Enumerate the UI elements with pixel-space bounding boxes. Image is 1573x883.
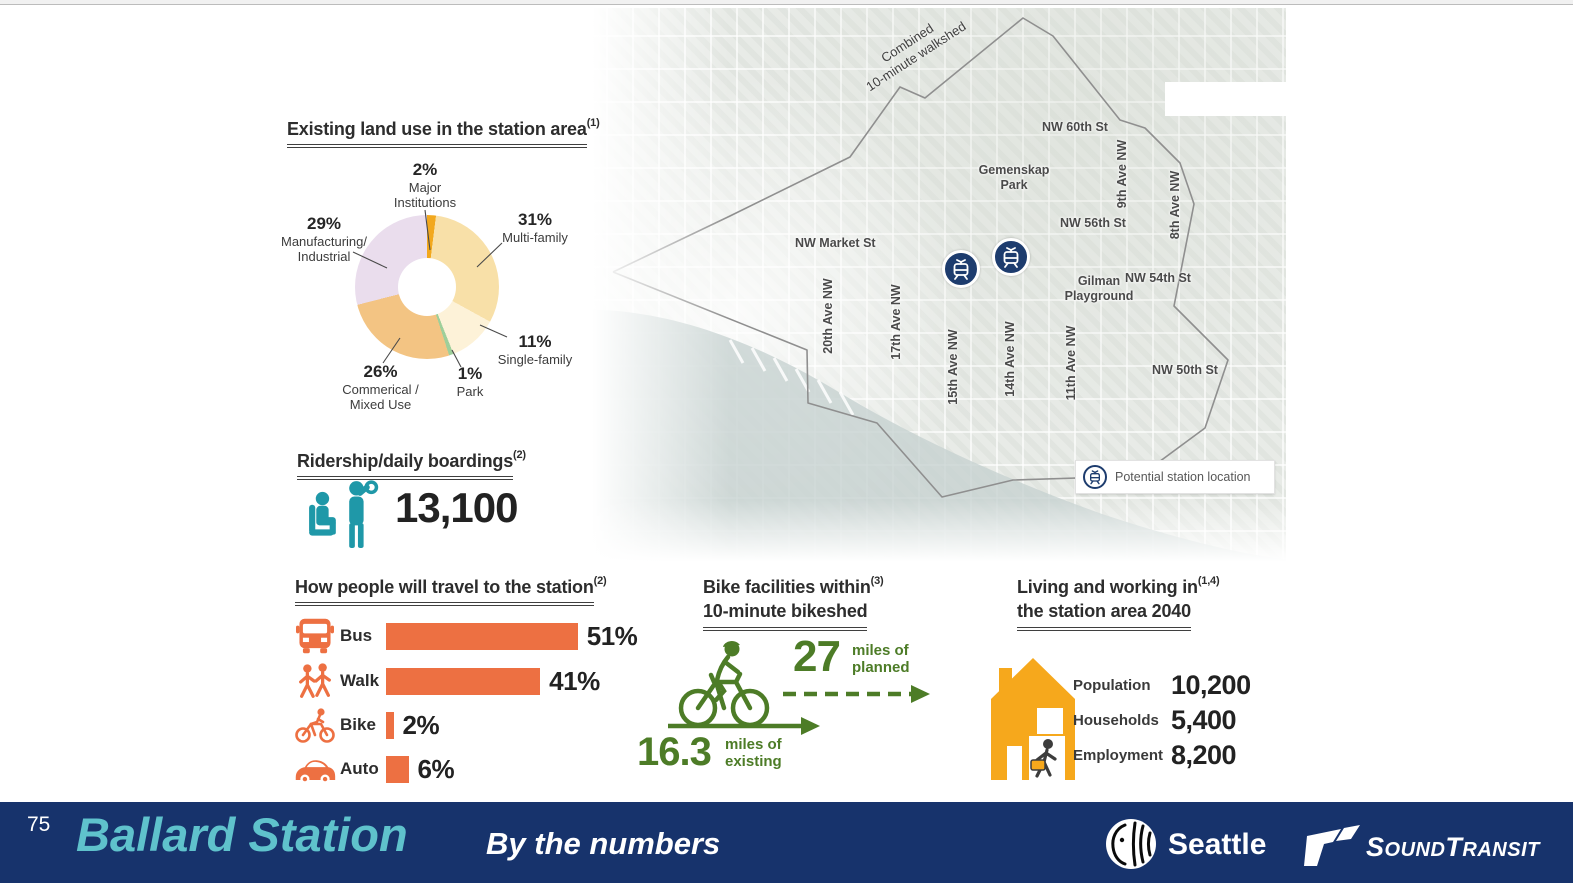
page-number: 75	[27, 813, 51, 836]
living-title: Living and working in(1,4) the station a…	[1017, 574, 1220, 631]
pier-marks	[728, 339, 855, 416]
travel-title: How people will travel to the station(2)	[295, 574, 607, 607]
travel-section: How people will travel to the station(2)…	[290, 568, 640, 805]
street-label-nw-56th: NW 56th St	[1060, 216, 1126, 230]
donut-leader-lines	[352, 209, 508, 368]
ave-label-20th: 20th Ave NW	[821, 278, 835, 354]
legend-label: Potential station location	[1115, 470, 1251, 484]
planned-miles-label: miles of planned	[852, 642, 910, 677]
walk-bar	[386, 667, 541, 695]
bus-icon	[290, 617, 340, 655]
house-icon	[991, 658, 1075, 780]
ridership-title: Ridership/daily boardings(2)	[297, 448, 526, 481]
map-fade-left	[580, 8, 730, 565]
travel-row-bus: Bus 51%	[290, 617, 638, 655]
travel-row-walk: Walk 41%	[290, 663, 600, 699]
callout-single-family: 11% Single-family	[497, 332, 573, 368]
potential-station-marker-east	[992, 238, 1030, 276]
auto-bar	[386, 755, 409, 783]
travel-row-auto: Auto 6%	[290, 751, 455, 787]
callout-manufacturing: 29% Manufacturing/ Industrial	[281, 214, 367, 265]
stat-row-employment: Employment 8,200	[1073, 739, 1237, 770]
potential-station-marker-west	[942, 250, 980, 288]
street-label-nw-54th: NW 54th St	[1125, 271, 1191, 285]
ave-label-14th: 14th Ave NW	[1003, 321, 1017, 397]
seattle-logo-text: Seattle	[1168, 828, 1267, 861]
bike-title: Bike facilities within(3) 10-minute bike…	[703, 574, 884, 631]
bike-facilities-section: Bike facilities within(3) 10-minute bike…	[635, 568, 990, 803]
soundtransit-logo-icon	[1304, 825, 1360, 866]
park-label-gemenskap: Gemenskap Park	[978, 163, 1050, 192]
riders-icon	[309, 480, 379, 548]
ridership-section: Ridership/daily boardings(2) 13,100	[290, 440, 660, 565]
stat-row-households: Households 5,400	[1073, 704, 1237, 735]
street-label-nw-50th: NW 50th St	[1152, 363, 1218, 377]
park-label-gilman: Gilman Playground	[1064, 274, 1134, 303]
slide-subtitle: By the numbers	[486, 826, 721, 861]
bike-icon	[290, 706, 340, 744]
map-fade-bottom	[580, 500, 1286, 565]
living-working-section: Living and working in(1,4) the station a…	[985, 568, 1305, 803]
callout-major-institutions: 2% Major Institutions	[393, 160, 457, 211]
bike-arrows	[668, 685, 930, 735]
slide-title: Ballard Station	[76, 808, 408, 861]
callout-park: 1% Park	[456, 364, 484, 400]
street-label-nw-60th: NW 60th St	[1042, 120, 1108, 134]
bike-bar	[386, 711, 394, 739]
tram-icon	[1003, 247, 1019, 268]
existing-miles-value: 16.3	[637, 730, 712, 774]
footer-bar: 75 Ballard Station By the numbers Seattl…	[0, 802, 1573, 883]
ave-label-11th: 11th Ave NW	[1064, 325, 1078, 401]
land-use-section: Existing land use in the station area(1)…	[280, 108, 625, 443]
callout-commercial: 26% Commerical / Mixed Use	[342, 362, 419, 413]
car-icon	[290, 752, 340, 786]
walk-icon	[290, 661, 340, 701]
ridership-value: 13,100	[395, 484, 518, 531]
tram-icon	[1083, 465, 1107, 489]
donut-hole	[398, 258, 456, 316]
callout-multi-family: 31% Multi-family	[502, 210, 568, 246]
window-top-strip	[0, 0, 1573, 5]
existing-miles-label: miles of existing	[725, 736, 782, 771]
tram-icon	[953, 259, 969, 280]
soundtransit-logo-text: SOUNDTRANSIT	[1366, 832, 1540, 862]
combined-walkshed-boundary	[612, 17, 1229, 498]
station-area-map: Combined 10-minute walkshed NW 60th St N…	[580, 8, 1286, 565]
map-imagery-gap	[1165, 82, 1286, 116]
walkshed-boundary-layer	[612, 17, 1229, 498]
seattle-logo-icon	[1106, 819, 1156, 869]
planned-miles-value: 27	[793, 632, 841, 681]
stat-row-population: Population 10,200	[1073, 669, 1251, 700]
ave-label-9th: 9th Ave NW	[1115, 139, 1129, 209]
ave-label-8th: 8th Ave NW	[1168, 170, 1182, 240]
land-use-donut-chart: 2% Major Institutions 31% Multi-family 2…	[280, 150, 625, 435]
cyclist-icon	[678, 641, 770, 728]
travel-row-bike: Bike 2%	[290, 706, 440, 744]
ave-label-17th: 17th Ave NW	[889, 284, 903, 360]
land-use-title: Existing land use in the station area(1)	[287, 116, 600, 149]
bus-bar	[386, 622, 578, 650]
map-legend: Potential station location	[1075, 460, 1275, 494]
street-label-nw-market: NW Market St	[795, 236, 876, 250]
ave-label-15th: 15th Ave NW	[946, 329, 960, 405]
